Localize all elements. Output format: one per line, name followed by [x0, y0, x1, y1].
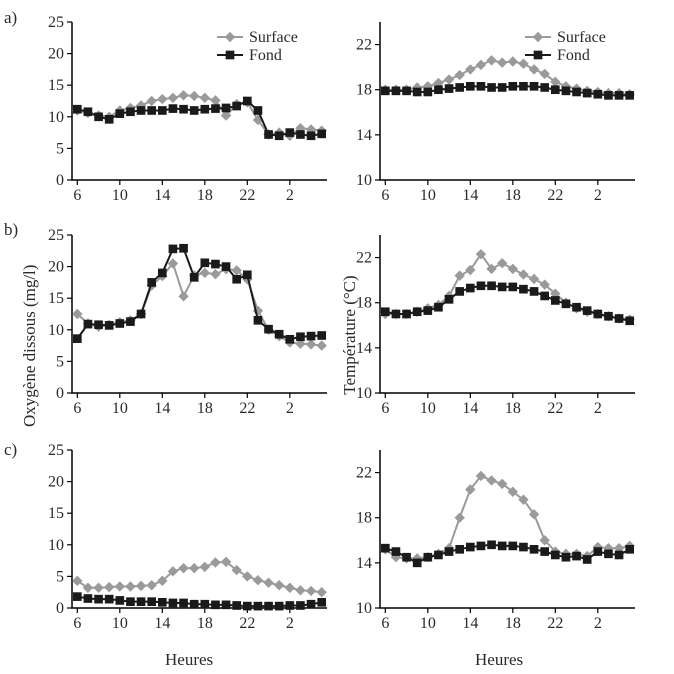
svg-text:5: 5: [56, 568, 64, 585]
svg-text:14: 14: [154, 400, 170, 417]
svg-text:18: 18: [197, 400, 213, 417]
svg-text:2: 2: [286, 615, 294, 632]
svg-text:22: 22: [239, 615, 255, 632]
svg-text:10: 10: [112, 615, 128, 632]
svg-text:22: 22: [239, 187, 255, 204]
svg-text:5: 5: [56, 353, 64, 370]
svg-text:20: 20: [48, 46, 64, 63]
svg-text:14: 14: [356, 127, 372, 144]
svg-text:18: 18: [197, 187, 213, 204]
svg-text:2: 2: [286, 187, 294, 204]
svg-text:2: 2: [286, 400, 294, 417]
row-label-b: b): [4, 220, 18, 240]
svg-text:22: 22: [356, 37, 372, 54]
svg-text:20: 20: [48, 474, 64, 491]
svg-text:6: 6: [381, 400, 389, 417]
chart-c_te: 101418226101418222: [346, 444, 641, 639]
svg-text:10: 10: [420, 187, 436, 204]
svg-text:18: 18: [505, 187, 521, 204]
chart-b_te: 101418226101418222: [346, 229, 641, 424]
svg-text:6: 6: [381, 615, 389, 632]
svg-text:14: 14: [462, 615, 478, 632]
svg-text:2: 2: [594, 187, 602, 204]
svg-text:6: 6: [73, 187, 81, 204]
svg-text:14: 14: [154, 615, 170, 632]
svg-text:22: 22: [356, 465, 372, 482]
svg-text:6: 6: [73, 615, 81, 632]
chart-a_te: 101418226101418222SurfaceFond: [346, 16, 641, 211]
svg-text:14: 14: [462, 187, 478, 204]
svg-text:Surface: Surface: [557, 29, 606, 46]
svg-text:22: 22: [239, 400, 255, 417]
svg-text:18: 18: [356, 295, 372, 312]
svg-text:18: 18: [505, 615, 521, 632]
svg-text:10: 10: [48, 109, 64, 126]
y-label-oxygen: Oxygène dissous (mg/l): [20, 267, 40, 427]
chart-a_ox: 05101520256101418222SurfaceFond: [38, 16, 333, 211]
svg-text:25: 25: [48, 444, 64, 459]
svg-text:10: 10: [356, 600, 372, 617]
svg-text:22: 22: [547, 187, 563, 204]
svg-text:20: 20: [48, 259, 64, 276]
svg-text:Surface: Surface: [249, 29, 298, 46]
svg-text:10: 10: [48, 322, 64, 339]
svg-text:0: 0: [56, 172, 64, 189]
svg-text:22: 22: [356, 250, 372, 267]
svg-text:10: 10: [356, 172, 372, 189]
svg-text:6: 6: [73, 400, 81, 417]
figure-container: { "layout": { "rows": ["a", "b", "c"], "…: [0, 0, 674, 674]
svg-text:18: 18: [356, 82, 372, 99]
row-label-a: a): [4, 8, 17, 28]
row-label-c: c): [4, 440, 17, 460]
svg-text:2: 2: [594, 400, 602, 417]
x-label-right: Heures: [475, 650, 523, 670]
svg-text:0: 0: [56, 385, 64, 402]
svg-text:14: 14: [356, 340, 372, 357]
svg-text:14: 14: [356, 555, 372, 572]
svg-text:18: 18: [505, 400, 521, 417]
x-label-left: Heures: [165, 650, 213, 670]
svg-text:10: 10: [112, 187, 128, 204]
svg-text:Fond: Fond: [557, 47, 590, 64]
svg-text:10: 10: [420, 615, 436, 632]
svg-text:10: 10: [420, 400, 436, 417]
svg-text:Fond: Fond: [249, 47, 282, 64]
svg-text:22: 22: [547, 400, 563, 417]
svg-text:5: 5: [56, 140, 64, 157]
svg-text:0: 0: [56, 600, 64, 617]
svg-text:10: 10: [356, 385, 372, 402]
svg-text:25: 25: [48, 16, 64, 31]
svg-text:22: 22: [547, 615, 563, 632]
chart-b_ox: 05101520256101418222: [38, 229, 333, 424]
svg-text:15: 15: [48, 505, 64, 522]
svg-text:10: 10: [48, 537, 64, 554]
svg-text:18: 18: [197, 615, 213, 632]
svg-text:15: 15: [48, 77, 64, 94]
svg-text:18: 18: [356, 510, 372, 527]
svg-text:14: 14: [154, 187, 170, 204]
svg-text:25: 25: [48, 229, 64, 244]
chart-c_ox: 05101520256101418222: [38, 444, 333, 639]
svg-text:2: 2: [594, 615, 602, 632]
svg-text:14: 14: [462, 400, 478, 417]
svg-text:6: 6: [381, 187, 389, 204]
svg-text:10: 10: [112, 400, 128, 417]
svg-text:15: 15: [48, 290, 64, 307]
